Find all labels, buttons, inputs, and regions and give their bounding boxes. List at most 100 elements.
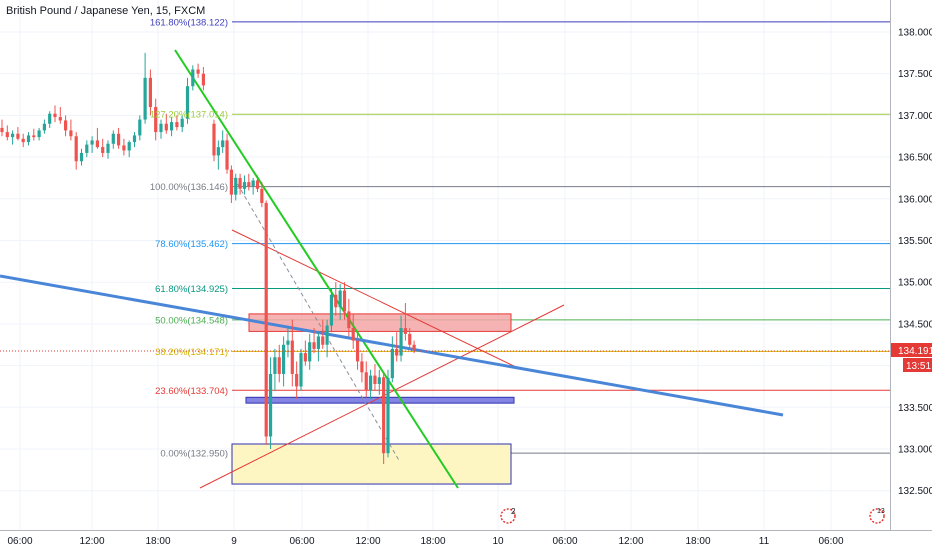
candle-body	[395, 348, 399, 356]
candle-body	[403, 328, 407, 334]
price-tick-label: 133.000	[898, 445, 932, 456]
candle-body	[338, 290, 342, 308]
grid	[0, 0, 890, 530]
price-tick-label: 138.000	[898, 28, 932, 39]
time-axis[interactable]	[0, 530, 932, 550]
candle-body	[260, 188, 264, 203]
candle-body	[273, 357, 277, 374]
price-tick-label: 132.500	[898, 486, 932, 497]
event-marker-count: 13	[877, 508, 885, 515]
candle-body	[334, 294, 338, 308]
candle-body	[303, 353, 307, 362]
candle-body	[42, 123, 46, 131]
candle-body	[143, 77, 147, 120]
demand-zone[interactable]	[231, 443, 512, 485]
resistance-zone[interactable]	[248, 313, 512, 332]
blue-trendline[interactable]	[0, 274, 784, 417]
price-tick-label: 134.500	[898, 319, 932, 330]
channel-lower-line[interactable]	[199, 304, 565, 489]
fib-level-label: 38.20%(134.171)	[155, 347, 228, 358]
candle-body	[295, 373, 299, 387]
candle-body	[268, 373, 273, 437]
price-tick-label: 137.000	[898, 111, 932, 122]
candle-body	[234, 177, 238, 195]
chart-title: British Pound / Japanese Yen, 15, FXCM	[6, 5, 205, 17]
candle-body	[238, 177, 242, 189]
fib-level-label: 161.80%(138.122)	[150, 17, 228, 28]
candle-body	[127, 142, 131, 151]
candle-body	[325, 325, 329, 345]
candle-body	[308, 342, 312, 362]
candle-body	[408, 333, 412, 345]
candle-body	[16, 133, 20, 139]
price-axis-ticks: 138.000 137.500 137.000 136.500 136.000 135.5…	[898, 28, 932, 498]
time-tick-label: 06:00	[552, 536, 577, 547]
green-trendline[interactable]	[174, 49, 459, 489]
event-marker-1[interactable]: 2	[500, 507, 516, 524]
candle-body	[264, 202, 268, 437]
time-tick-label: 10	[492, 536, 504, 547]
price-tick-label: 136.500	[898, 153, 932, 164]
time-tick-label: 18:00	[145, 536, 170, 547]
candle-body	[32, 135, 36, 138]
candle-body	[221, 140, 225, 148]
candlestick-series	[0, 52, 416, 465]
event-flag-icon	[500, 508, 516, 524]
candle-body	[201, 73, 205, 86]
current-price-label: 134.191	[898, 346, 932, 357]
fib-level-label: 61.80%(134.925)	[155, 284, 228, 295]
candle-body	[412, 344, 416, 350]
time-tick-label: 9	[231, 536, 237, 547]
candle-body	[216, 147, 220, 156]
candle-body	[64, 120, 68, 131]
candle-body	[132, 135, 137, 143]
candle-body	[159, 123, 163, 133]
candle-body	[347, 311, 351, 329]
candle-body	[53, 113, 57, 118]
candle-body	[21, 138, 25, 143]
candle-body	[0, 127, 4, 133]
candle-body	[101, 147, 105, 153]
current-price-badge: 134.191	[891, 343, 932, 357]
candle-body	[342, 290, 347, 312]
candle-body	[148, 77, 152, 108]
fib-level-label: 0.00%(132.950)	[160, 449, 228, 460]
candle-body	[85, 144, 89, 153]
candle-body	[316, 336, 320, 349]
candle-body	[11, 133, 15, 138]
candle-body	[69, 130, 73, 137]
candle-body	[229, 169, 233, 195]
fib-level-label: 50.00%(134.548)	[155, 315, 228, 326]
candle-body	[122, 145, 126, 151]
countdown-badge: 13:51	[903, 358, 932, 372]
candle-body	[154, 107, 158, 133]
event-marker-2[interactable]: 13	[869, 508, 885, 524]
support-zone[interactable]	[245, 396, 515, 404]
candle-body	[247, 182, 251, 187]
candle-body	[373, 375, 377, 384]
candle-body	[117, 133, 121, 146]
price-tick-label: 135.500	[898, 236, 932, 247]
candle-body	[299, 353, 303, 387]
candle-body	[175, 122, 179, 128]
candle-body	[377, 377, 381, 384]
dashed-diagonal-line[interactable]	[233, 177, 401, 463]
time-tick-label: 06:00	[289, 536, 314, 547]
candle-body	[185, 86, 190, 119]
candle-body	[225, 140, 229, 170]
event-marker-count: 2	[511, 507, 516, 516]
candle-body	[191, 69, 195, 87]
time-tick-label: 06:00	[7, 536, 32, 547]
fibonacci-labels: 161.80%(138.122) 127.20%(137.014) 100.00%(…	[150, 17, 228, 459]
candle-body	[37, 130, 41, 138]
price-axis[interactable]	[891, 0, 932, 530]
candle-body	[95, 140, 99, 148]
channel-upper-line[interactable]	[231, 229, 519, 369]
candle-body	[399, 328, 403, 356]
candle-body	[321, 336, 325, 345]
candle-body	[106, 143, 110, 153]
price-tick-label: 136.000	[898, 194, 932, 205]
drawings	[0, 49, 784, 489]
